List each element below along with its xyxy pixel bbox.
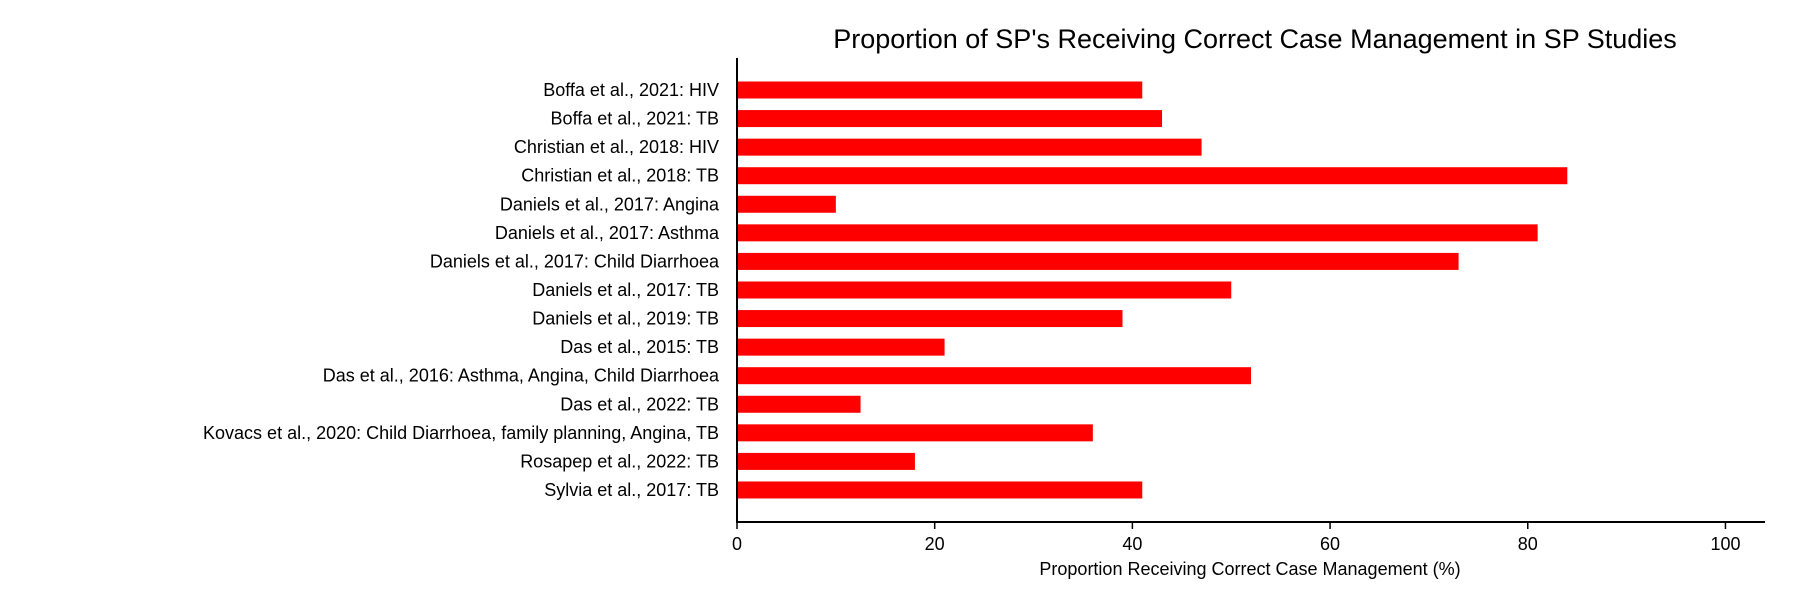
x-tick-label: 40	[1122, 534, 1142, 554]
chart-title: Proportion of SP's Receiving Correct Cas…	[833, 24, 1677, 54]
bar	[737, 81, 1143, 99]
x-axis-title: Proportion Receiving Correct Case Manage…	[1039, 559, 1460, 579]
category-label: Daniels et al., 2019: TB	[532, 309, 719, 329]
category-label: Daniels et al., 2017: Child Diarrhoea	[430, 251, 720, 271]
bar	[737, 424, 1093, 442]
category-label: Boffa et al., 2021: HIV	[543, 80, 719, 100]
bar	[737, 481, 1143, 499]
category-label: Daniels et al., 2017: TB	[532, 280, 719, 300]
category-label: Das et al., 2022: TB	[560, 394, 719, 414]
category-label: Daniels et al., 2017: Asthma	[495, 223, 720, 243]
category-label: Das et al., 2016: Asthma, Angina, Child …	[323, 366, 720, 386]
category-label: Sylvia et al., 2017: TB	[544, 480, 719, 500]
category-labels-group: Boffa et al., 2021: HIV Boffa et al., 202…	[203, 80, 720, 500]
bar	[737, 338, 945, 356]
x-tick-label: 20	[925, 534, 945, 554]
bar	[737, 167, 1568, 185]
bar	[737, 281, 1232, 299]
category-label: Daniels et al., 2017: Angina	[500, 194, 720, 214]
bar	[737, 310, 1123, 328]
bar	[737, 110, 1163, 128]
bars-group	[737, 81, 1568, 499]
x-ticks-group: 0 20 40 60 80 100	[732, 522, 1740, 554]
bar	[737, 138, 1202, 156]
category-label: Boffa et al., 2021: TB	[551, 109, 719, 129]
category-label: Christian et al., 2018: HIV	[514, 137, 719, 157]
x-tick-label: 60	[1320, 534, 1340, 554]
x-tick-label: 100	[1710, 534, 1740, 554]
x-tick-label: 80	[1518, 534, 1538, 554]
bar	[737, 367, 1251, 385]
bar	[737, 195, 836, 213]
x-tick-label: 0	[732, 534, 742, 554]
category-label: Das et al., 2015: TB	[560, 337, 719, 357]
category-label: Rosapep et al., 2022: TB	[520, 451, 719, 471]
bar	[737, 395, 861, 413]
bar	[737, 252, 1459, 270]
category-label: Kovacs et al., 2020: Child Diarrhoea, fa…	[203, 423, 719, 443]
bar	[737, 224, 1538, 242]
category-label: Christian et al., 2018: TB	[521, 166, 719, 186]
bar	[737, 452, 915, 470]
